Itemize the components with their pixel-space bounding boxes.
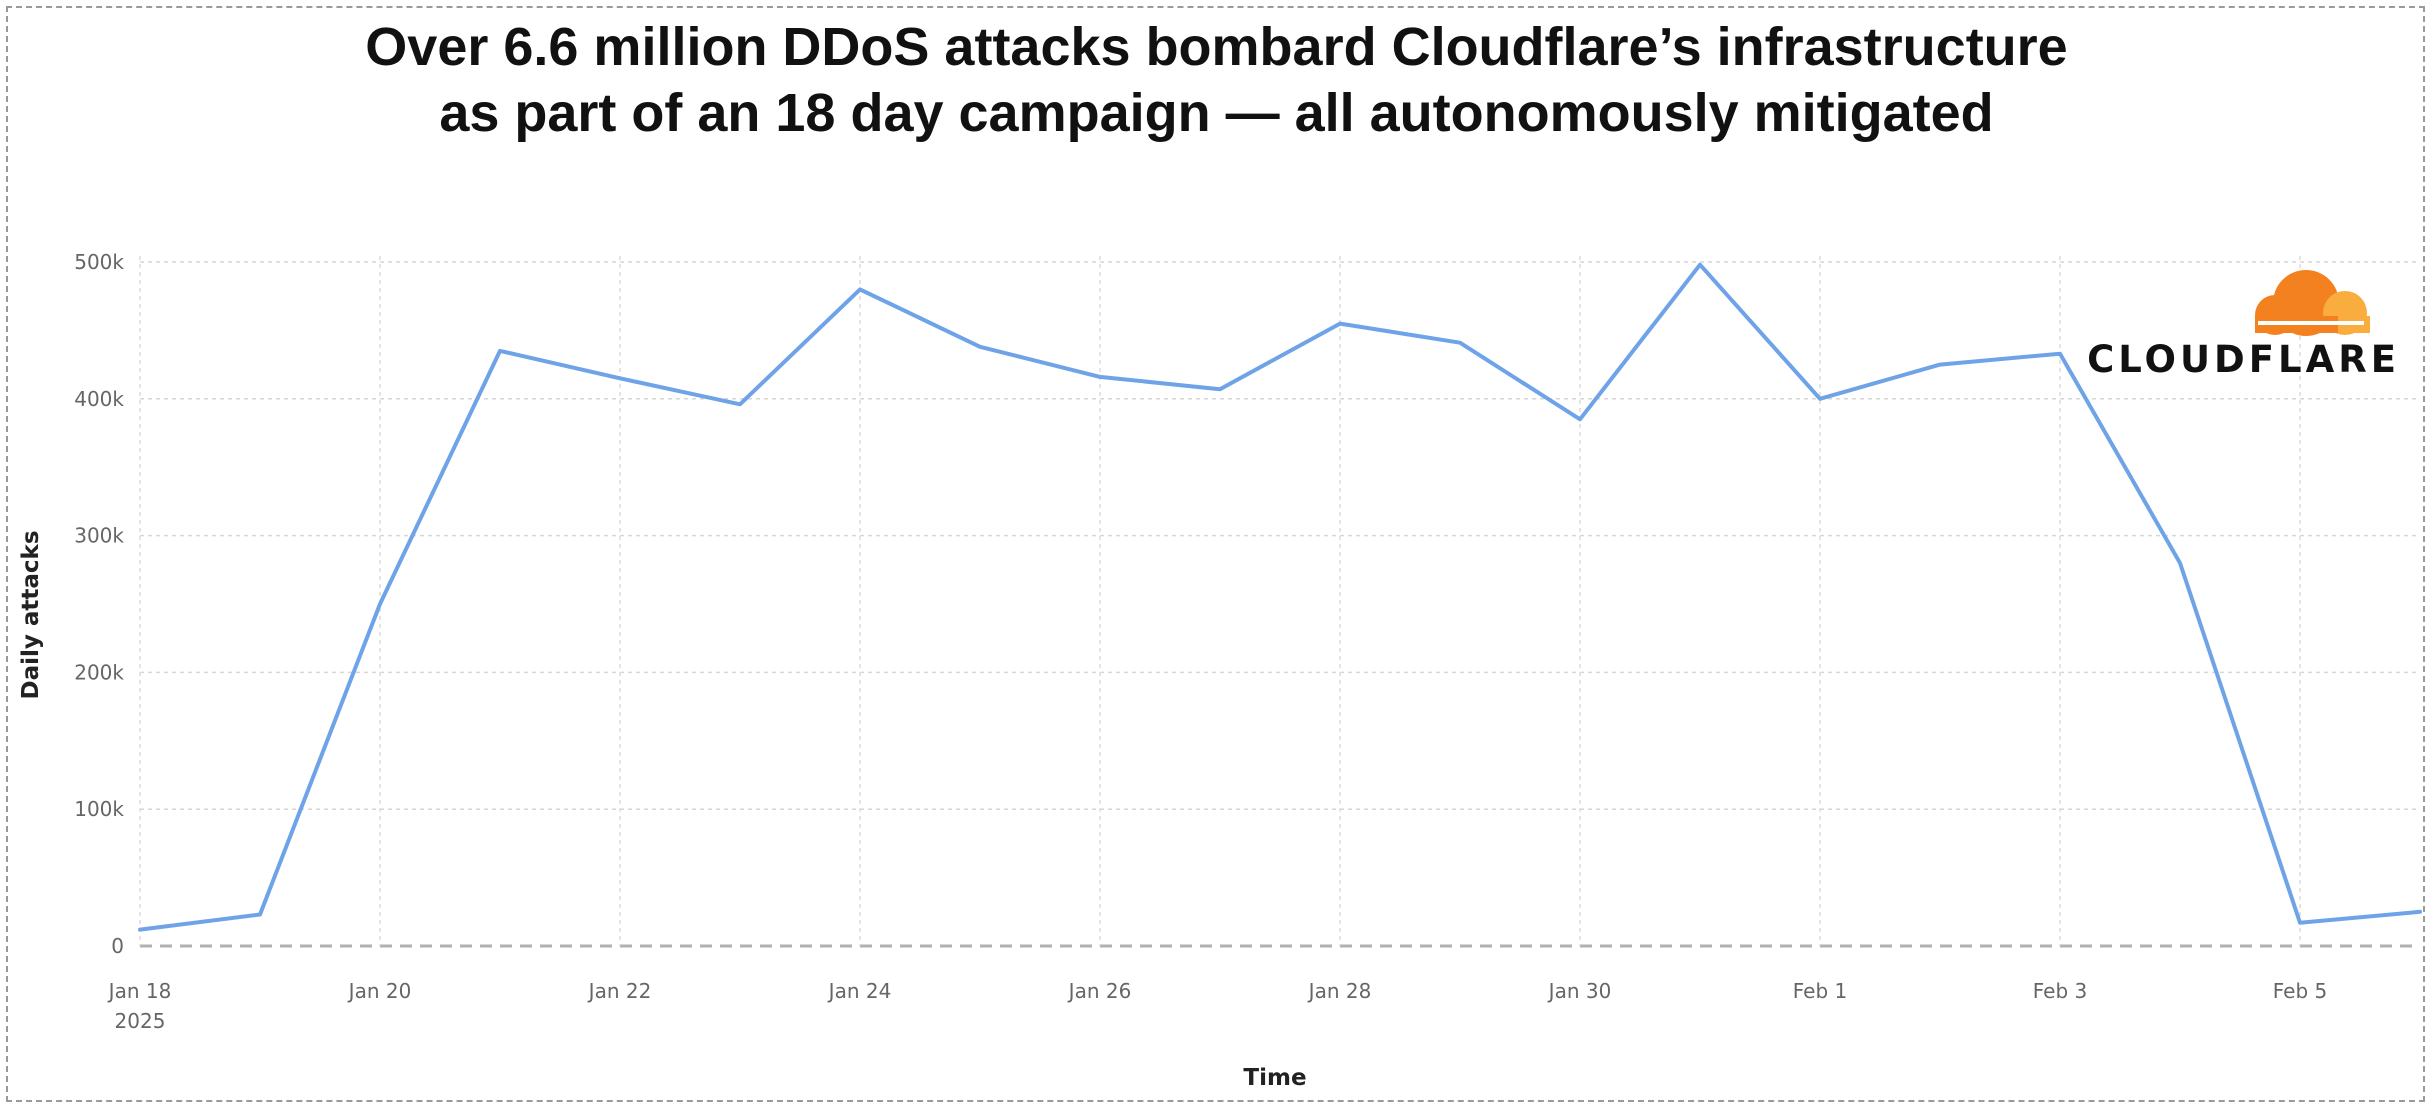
y-tick-label: 500k — [74, 250, 124, 274]
data-point — [259, 914, 261, 916]
cloudflare-logo: CLOUDFLARE — [2087, 270, 2400, 381]
x-tick-label: Feb 5 — [2273, 979, 2328, 1003]
x-tick-label: Jan 22 — [587, 979, 652, 1003]
data-point — [1699, 264, 1701, 266]
y-tick-label: 200k — [74, 660, 124, 684]
series-group — [138, 262, 2422, 932]
y-tick-label: 0 — [111, 934, 124, 958]
data-point — [979, 346, 981, 348]
x-axis-label: Time — [1243, 1065, 1306, 1091]
x-tick-label: Jan 30 — [1547, 979, 1612, 1003]
title-line-1: Over 6.6 million DDoS attacks bombard Cl… — [365, 17, 2068, 77]
data-point — [1099, 376, 1101, 378]
title-line-2: as part of an 18 day campaign — all auto… — [439, 83, 1994, 143]
chart-title: Over 6.6 million DDoS attacks bombard Cl… — [0, 14, 2433, 146]
y-axis-ticks: 0 100k 200k 300k 400k 500k — [74, 250, 124, 958]
y-tick-label: 400k — [74, 387, 124, 411]
x-tick-label: Jan 24 — [827, 979, 892, 1003]
data-point — [2179, 562, 2181, 564]
logo-wordmark: CLOUDFLARE — [2087, 338, 2400, 381]
x-axis-ticks: Jan 18 2025 Jan 20 Jan 22 Jan 24 Jan 26 Jan 28… — [107, 979, 2328, 1033]
data-point — [1819, 398, 1821, 400]
x-tick-label: Jan 26 — [1067, 979, 1132, 1003]
x-tick-year-label: 2025 — [115, 1009, 166, 1033]
grid-lines — [139, 256, 2420, 948]
x-tick-label: Jan 20 — [347, 979, 412, 1003]
data-point — [739, 403, 741, 405]
y-tick-label: 300k — [74, 524, 124, 548]
data-point — [1219, 388, 1221, 390]
data-point — [139, 929, 141, 931]
x-tick-label: Feb 3 — [2033, 979, 2088, 1003]
x-tick-label: Jan 18 — [107, 979, 172, 1003]
data-point — [619, 377, 621, 379]
cloudflare-cloud-icon — [2255, 270, 2370, 336]
data-point — [1579, 418, 1581, 420]
data-point — [2419, 911, 2421, 913]
x-tick-label: Jan 28 — [1307, 979, 1372, 1003]
data-point — [859, 288, 861, 290]
data-point — [1939, 364, 1941, 366]
data-point — [2299, 922, 2301, 924]
data-point — [499, 350, 501, 352]
data-point — [1339, 323, 1341, 325]
data-point — [2059, 353, 2061, 355]
data-point — [1459, 342, 1461, 344]
y-tick-label: 100k — [74, 797, 124, 821]
daily-attacks-line — [138, 262, 2422, 932]
x-tick-label: Feb 1 — [1793, 979, 1848, 1003]
y-axis-label: Daily attacks — [18, 530, 44, 699]
data-point — [379, 603, 381, 605]
figure-frame — [6, 6, 2425, 1102]
